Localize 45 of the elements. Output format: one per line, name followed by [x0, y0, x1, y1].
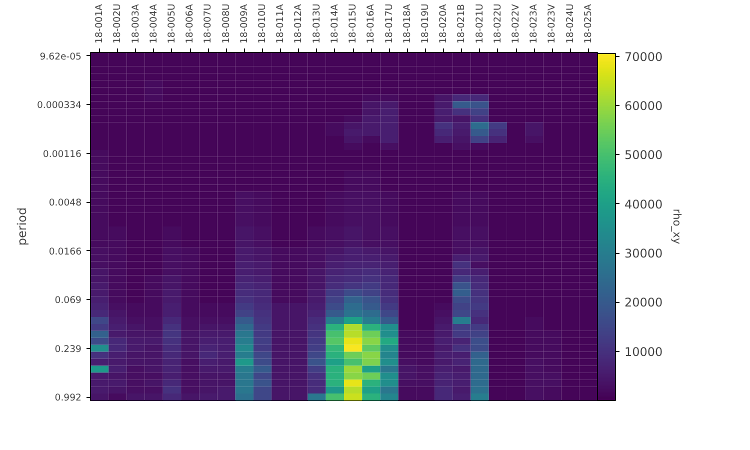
y-tick-label: 0.992 — [54, 392, 82, 404]
x-tick-label: 18-002U — [112, 3, 124, 44]
x-tick-label: 18-017U — [384, 3, 395, 44]
y-tick-label: 0.00116 — [42, 148, 82, 160]
x-tick-label: 18-005U — [166, 3, 178, 44]
y-tick-label: 0.0048 — [48, 198, 82, 209]
y-tick-label: 0.000334 — [36, 100, 82, 112]
x-tick-label: 18-022U — [492, 3, 504, 44]
x-tick-label: 18-024U — [564, 3, 576, 44]
x-tick-label: 18-012A — [293, 3, 304, 44]
x-tick-label: 18-010U — [257, 3, 268, 44]
x-tick-label: 18-023A — [528, 3, 540, 44]
x-tick-label: 18-009A — [238, 3, 250, 44]
color-bar-label: 60000 — [624, 99, 663, 114]
x-tick-label: 18-013U — [311, 3, 322, 44]
x-tick-label: 18-021U — [474, 3, 486, 44]
x-tick-label: 18-019U — [420, 3, 431, 44]
x-tick-label: 18-003A — [130, 3, 142, 44]
color-bar-label: 30000 — [624, 246, 663, 261]
x-tick-label: 18-001A — [94, 3, 106, 44]
x-tick-label: 18-023V — [546, 3, 558, 44]
y-tick-label: 0.239 — [54, 344, 82, 355]
x-tick-label: 18-004A — [148, 3, 160, 44]
color-bar-label: 50000 — [624, 148, 663, 162]
color-bar-label: 10000 — [624, 344, 663, 359]
x-tick-label: 18-011A — [275, 3, 286, 44]
y-tick-label: 9.62e-05 — [40, 51, 82, 62]
x-tick-label: 18-022V — [510, 3, 522, 44]
color-bar-label: 70000 — [624, 50, 663, 64]
color-bar-title: rho_xy — [670, 208, 684, 244]
x-tick-label: 18-021B — [456, 4, 468, 44]
x-tick-label: 18-008U — [220, 3, 232, 44]
x-tick-label: 18-015U — [348, 3, 359, 44]
x-tick-label: 18-020A — [438, 3, 450, 44]
x-tick-label: 18-006A — [184, 3, 196, 44]
x-tick-label: 18-007U — [202, 3, 214, 44]
color-bar-label: 20000 — [624, 296, 663, 310]
color-bar-label: 40000 — [624, 197, 663, 212]
y-tick-label: 0.0166 — [48, 246, 82, 258]
x-tick-label: 18-014A — [329, 3, 340, 44]
x-tick-label: 18-025A — [582, 3, 594, 44]
x-tick-label: 18-018A — [402, 3, 413, 44]
x-tick-label: 18-016A — [366, 3, 377, 44]
y-axis-title: period — [14, 207, 29, 246]
y-tick-label: 0.069 — [54, 295, 82, 306]
